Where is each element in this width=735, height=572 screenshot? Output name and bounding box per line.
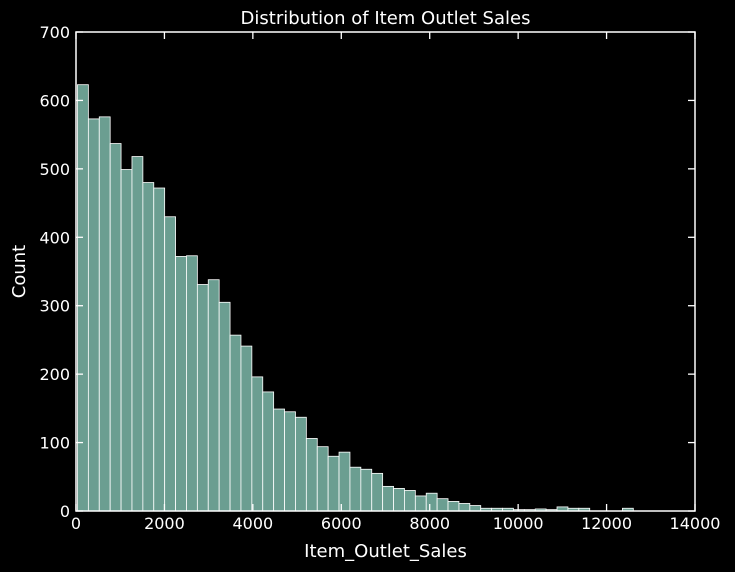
y-tick-label: 300 <box>39 297 70 316</box>
histogram-bar <box>393 488 405 512</box>
histogram-bar <box>109 143 122 512</box>
histogram-bar <box>229 334 242 512</box>
histogram-bar <box>77 84 89 512</box>
histogram-bar <box>98 116 111 512</box>
plot-frame <box>75 31 696 512</box>
histogram-bar <box>295 416 307 512</box>
x-tick-label: 2000 <box>144 514 185 533</box>
histogram-bar <box>186 255 198 512</box>
histogram-bar <box>175 256 187 512</box>
histogram-bar <box>262 391 275 512</box>
x-tick-label: 6000 <box>321 514 362 533</box>
y-tick-label: 600 <box>39 91 70 110</box>
histogram-bar <box>425 492 438 512</box>
y-tick-label: 0 <box>60 502 70 521</box>
x-tick-label: 8000 <box>409 514 450 533</box>
x-tick-label: 4000 <box>232 514 273 533</box>
y-tick-label: 500 <box>39 160 70 179</box>
histogram-bar <box>164 216 176 512</box>
histogram-bar <box>414 495 427 512</box>
histogram-bar <box>196 284 209 512</box>
histogram-bar <box>469 505 482 512</box>
tick-labels-group: 0 2000 4000 6000 8000 10000 12000 14000 0 100 200 3… <box>39 23 720 533</box>
histogram-bar <box>284 411 296 512</box>
histogram-bar <box>273 408 285 512</box>
histogram-bar <box>120 169 133 512</box>
histogram-bar <box>360 468 373 512</box>
histogram-bar <box>349 466 362 512</box>
histogram-bar <box>218 301 231 512</box>
y-tick-label: 100 <box>39 434 70 453</box>
histogram-bar <box>153 187 166 512</box>
histogram-bar <box>447 501 460 512</box>
histogram-bar <box>458 503 471 512</box>
y-axis-label: Count <box>9 245 30 298</box>
histogram-bar <box>338 451 351 512</box>
chart-title: Distribution of Item Outlet Sales <box>241 8 531 29</box>
histogram-bar <box>131 156 144 512</box>
histogram-bar <box>251 376 264 512</box>
histogram-bar <box>240 345 253 512</box>
histogram-bar <box>436 498 449 512</box>
y-tick-label: 200 <box>39 365 70 384</box>
histogram-bar <box>316 446 329 512</box>
histogram-bar <box>404 490 416 512</box>
histogram-bar <box>382 485 394 512</box>
histogram-bar <box>305 438 318 512</box>
x-tick-label: 10000 <box>493 514 544 533</box>
x-tick-label: 0 <box>71 514 81 533</box>
histogram-bar <box>207 279 220 512</box>
histogram-bar <box>371 472 384 512</box>
x-tick-label: 14000 <box>670 514 721 533</box>
y-tick-label: 700 <box>39 23 70 42</box>
y-tick-label: 400 <box>39 228 70 247</box>
x-axis-label: Item_Outlet_Sales <box>304 541 467 562</box>
histogram-bar <box>327 455 340 512</box>
histogram-bar <box>87 118 100 512</box>
histogram-bar <box>142 182 155 512</box>
x-tick-label: 12000 <box>581 514 632 533</box>
